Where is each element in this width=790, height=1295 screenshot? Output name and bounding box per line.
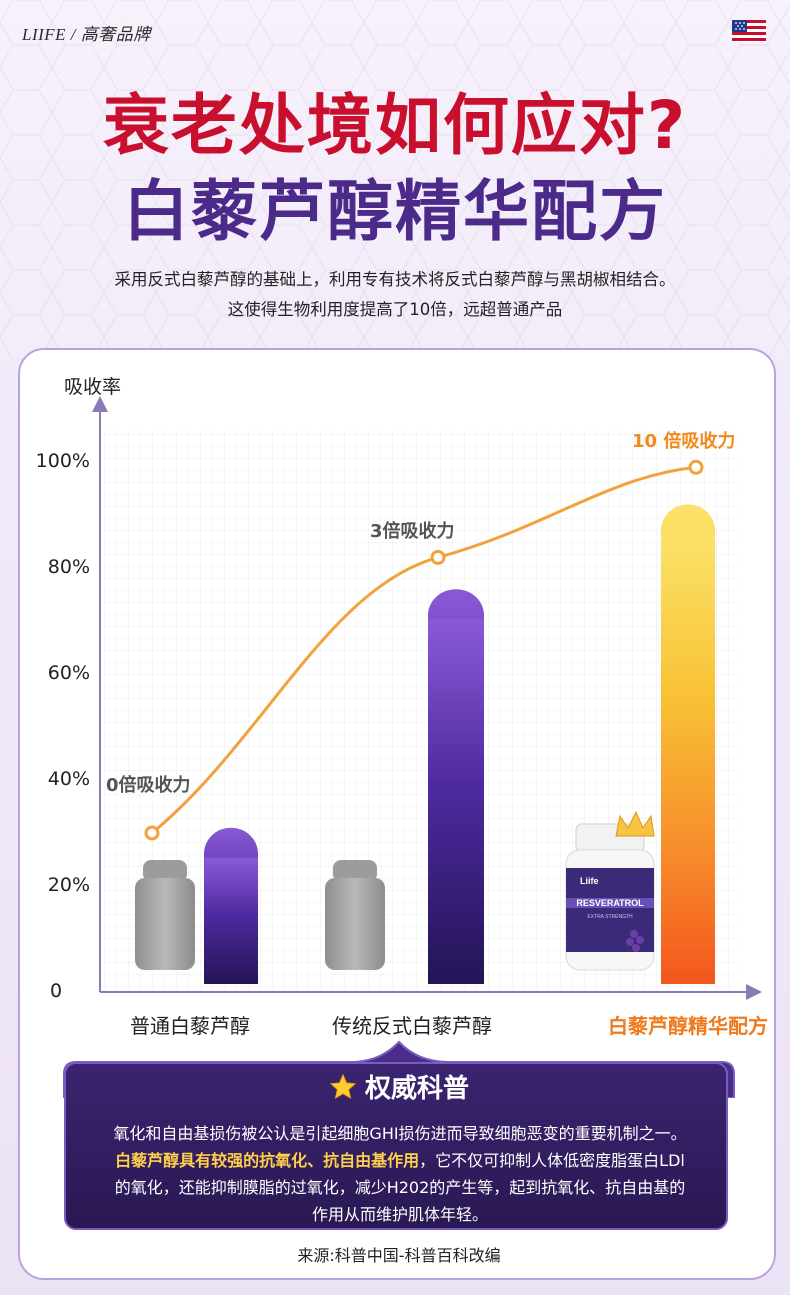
info-panel — [64, 1062, 728, 1230]
bottle-cap — [333, 860, 377, 882]
grape-icon — [632, 944, 640, 952]
y-tick-label: 0 — [50, 980, 63, 1002]
y-tick-label: 20% — [47, 874, 90, 896]
y-tick-label: 40% — [47, 768, 90, 790]
grape-icon — [630, 930, 638, 938]
info-line-2: 白藜芦醇具有较强的抗氧化、抗自由基作用，它不仅可抑制人体低密度脂蛋白LDl — [80, 1147, 720, 1174]
brand-label: LIIFE / 高奢品牌 — [22, 25, 151, 44]
generic-bottle-icon — [135, 860, 195, 970]
generic-bottle-icon — [325, 860, 385, 970]
info-line-1: 氧化和自由基损伤被公认是引起细胞GHI损伤进而导致细胞恶变的重要机制之一。 — [113, 1124, 687, 1143]
info-panel-title: 权威科普 — [20, 1068, 774, 1105]
y-axis-label: 吸收率 — [64, 376, 122, 398]
product-bottle: Liife RESVERATROL EXTRA STRENGTH — [565, 810, 655, 971]
headline-product: 白藜芦醇精华配方 — [123, 173, 667, 250]
star-icon — [329, 1073, 357, 1100]
chart-card: Liife RESVERATROL EXTRA STRENGTH 吸收率 0 20% 4… — [18, 348, 776, 1280]
info-line-3: 的氧化，还能抑制膜脂的过氧化，减少H202的产生等，起到抗氧化、抗自由基的 — [114, 1178, 686, 1197]
product-name: RESVERATROL — [576, 898, 644, 908]
line-point — [430, 549, 446, 565]
info-line-4: 作用从而维护肌体年轻。 — [311, 1205, 488, 1224]
bar-body — [661, 534, 715, 984]
line-point — [144, 825, 160, 841]
y-tick-label: 100% — [35, 450, 90, 472]
point-label: 3倍吸收力 — [370, 521, 455, 543]
grape-icon — [626, 938, 634, 946]
y-tick-label: 80% — [47, 556, 90, 578]
category-label: 普通白藜芦醇 — [130, 1014, 250, 1038]
line-point — [688, 459, 704, 475]
category-label: 白藜芦醇精华配方 — [608, 1014, 768, 1038]
us-flag-icon — [732, 20, 766, 42]
product-subtitle: EXTRA STRENGTH — [587, 914, 633, 920]
bottle-body — [135, 878, 195, 970]
point-label: 10 倍吸收力 — [632, 431, 736, 453]
y-tick-label: 60% — [47, 662, 90, 684]
category-label: 传统反式白藜芦醇 — [332, 1014, 492, 1038]
info-emphasis: 白藜芦醇具有较强的抗氧化、抗自由基作用 — [115, 1151, 420, 1170]
info-body: 氧化和自由基损伤被公认是引起细胞GHI损伤进而导致细胞恶变的重要机制之一。 白藜… — [80, 1120, 720, 1228]
bar-body — [428, 619, 484, 984]
info-line-2-rest: ，它不仅可抑制人体低密度脂蛋白LDl — [419, 1151, 685, 1170]
product-brand-mark: Liife — [580, 876, 599, 886]
x-axis-arrow — [746, 984, 762, 1000]
absorption-line — [151, 465, 697, 835]
bar-body — [204, 857, 258, 984]
brand-bar: LIIFE / 高奢品牌 — [22, 20, 772, 44]
bottle-body — [325, 878, 385, 970]
point-label: 0倍吸收力 — [106, 775, 191, 796]
product-label-band — [566, 898, 654, 908]
headline-question: 衰老处境如何应对? — [102, 87, 688, 164]
grape-icon — [636, 936, 644, 944]
intro-text-line2: 这使得生物利用度提高了10倍，远超普通产品 — [227, 300, 563, 319]
crown-icon — [615, 810, 655, 837]
source-citation: 来源:科普中国-科普百科改编 — [297, 1246, 501, 1265]
info-title-text: 权威科普 — [364, 1074, 469, 1104]
y-axis-arrow — [92, 396, 108, 412]
intro-text-line1: 采用反式白藜芦醇的基础上，利用专有技术将反式白藜芦醇与黑胡椒相结合。 — [114, 270, 676, 289]
absorption-chart: Liife RESVERATROL EXTRA STRENGTH — [92, 396, 762, 1000]
bottle-cap — [143, 860, 187, 882]
